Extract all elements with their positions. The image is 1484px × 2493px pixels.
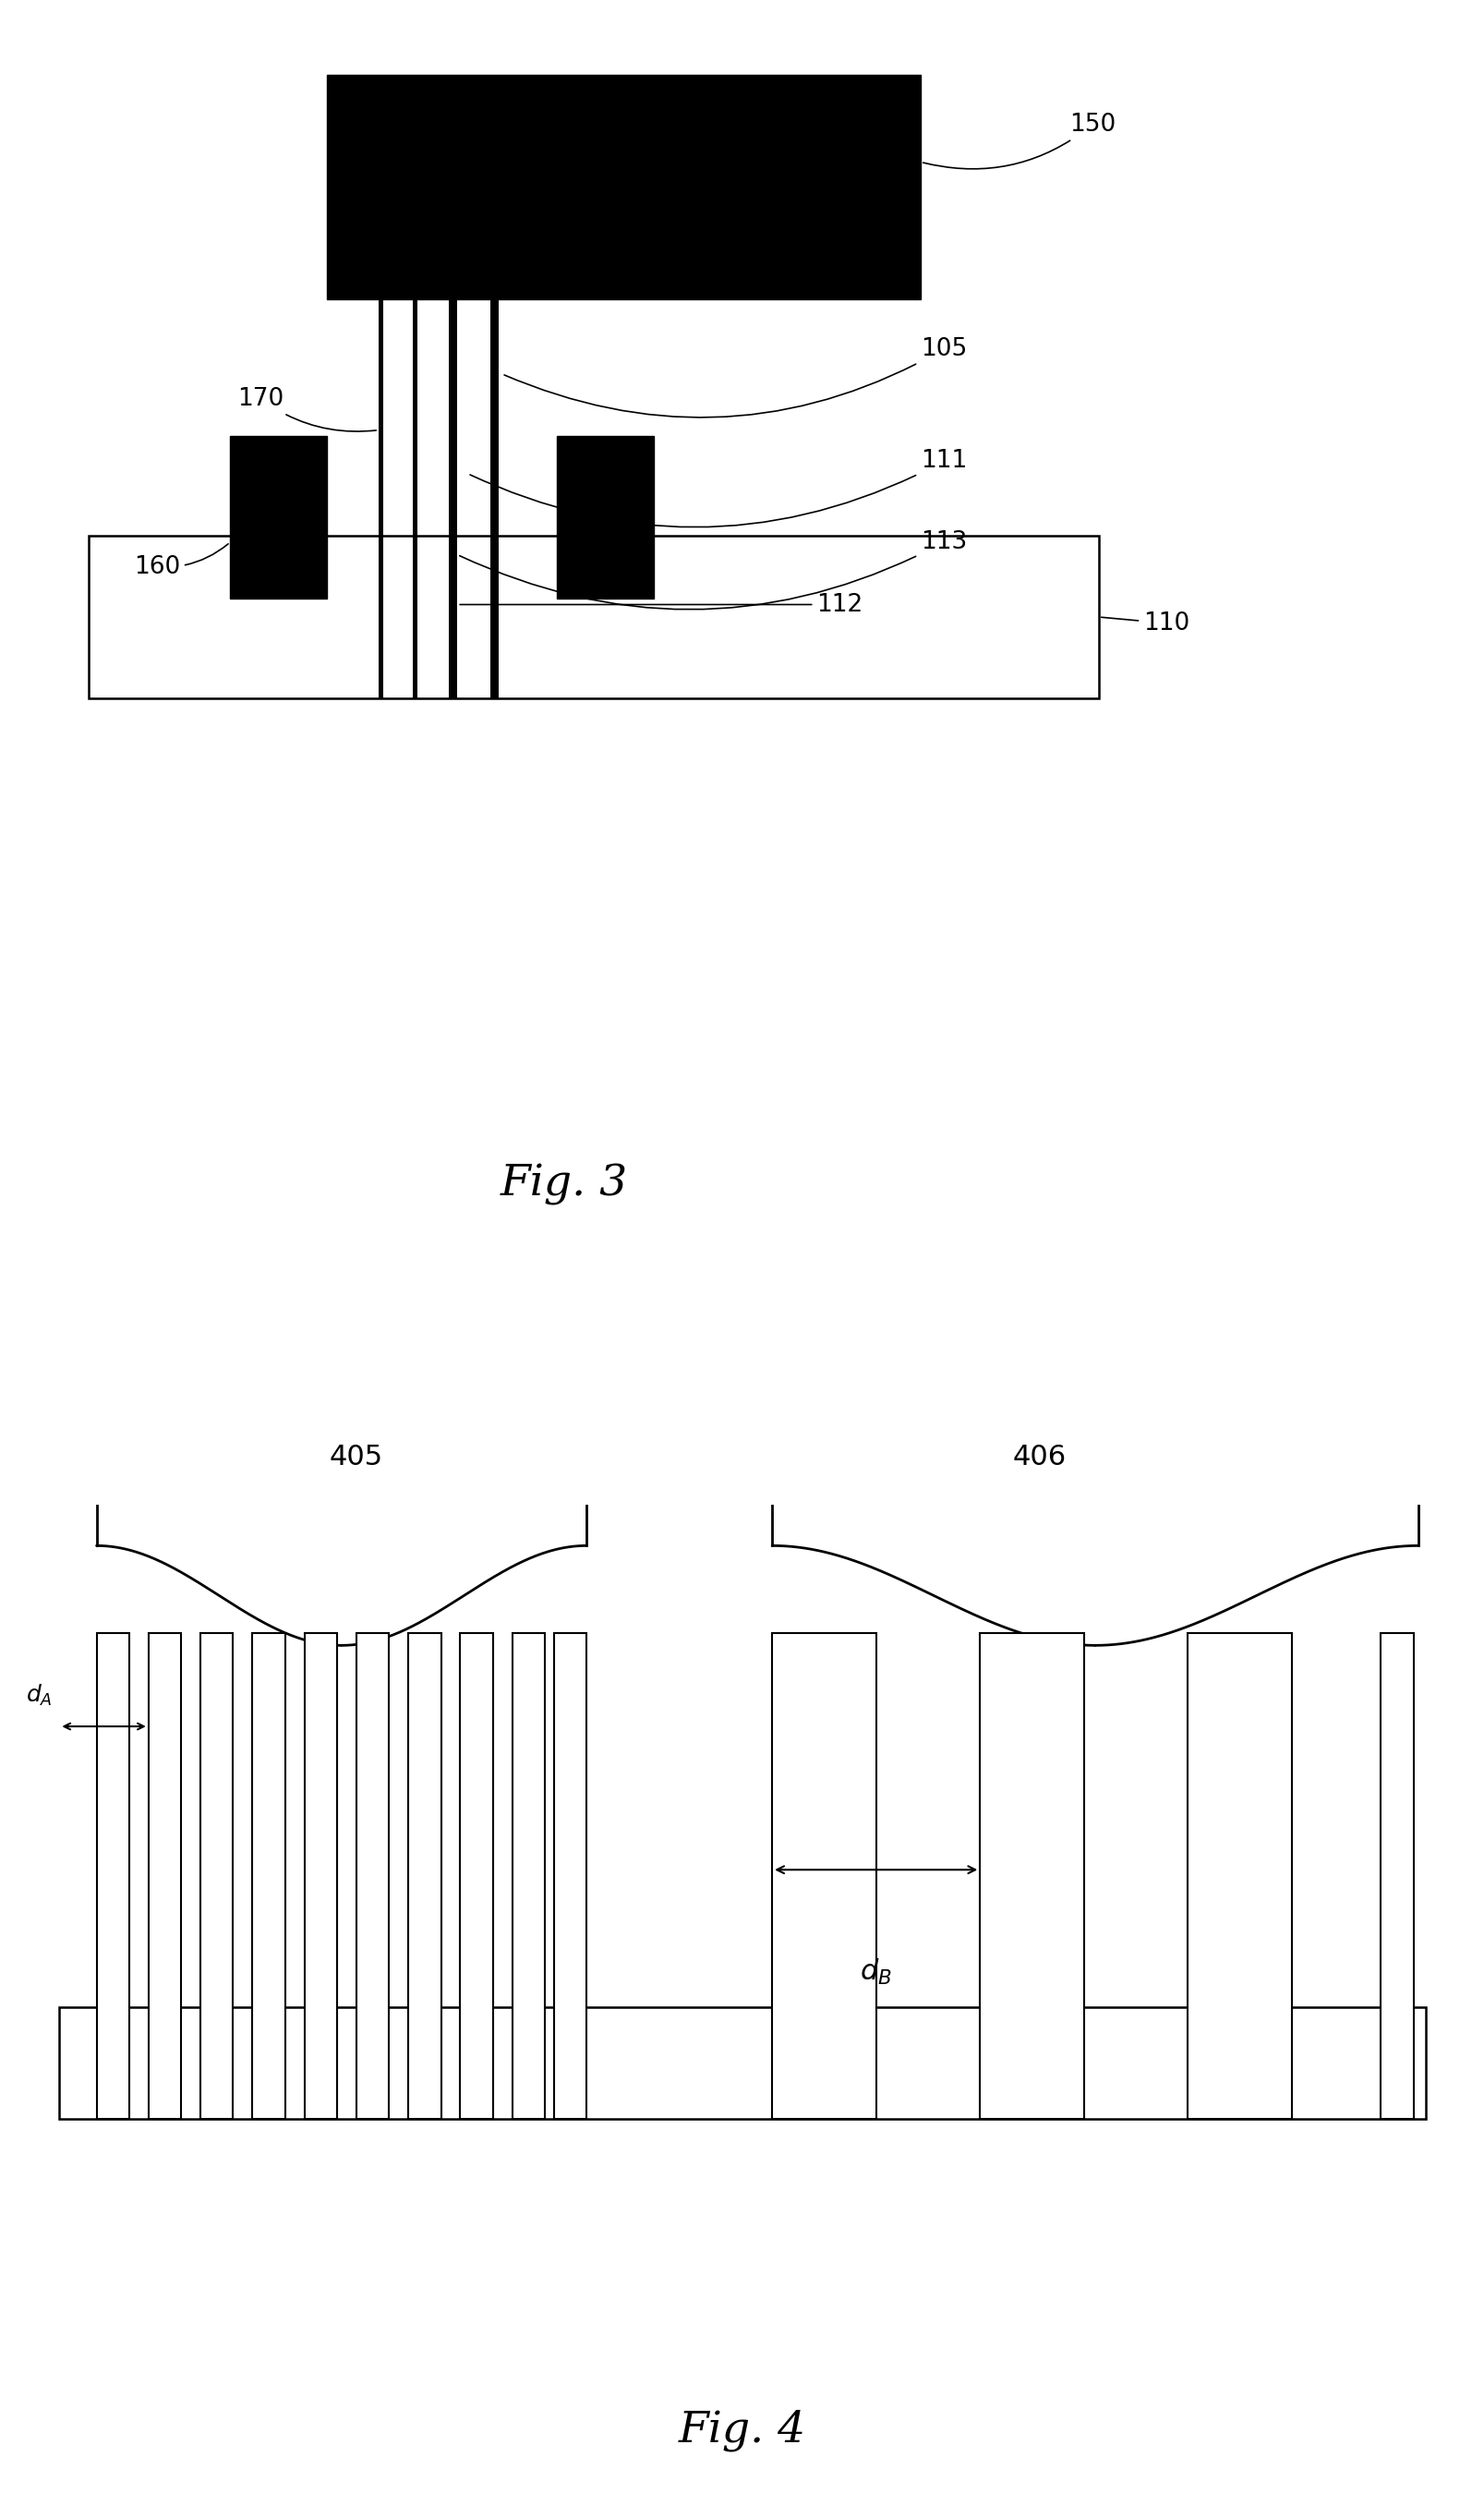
Bar [460,1633,493,2119]
Bar [979,1633,1083,2119]
Text: 160: 160 [134,543,229,578]
Text: Fig. 3: Fig. 3 [500,1164,628,1204]
Bar [89,536,1098,698]
Text: Fig. 4: Fig. 4 [678,2411,806,2451]
Bar [772,1633,876,2119]
Bar [230,436,326,598]
Text: 111: 111 [470,449,966,526]
Bar [252,1633,285,2119]
Bar [554,1633,586,2119]
Bar [148,1633,181,2119]
Bar [512,1633,545,2119]
Bar [326,75,920,299]
Bar [304,1633,337,2119]
Text: 105: 105 [505,337,966,416]
Text: 113: 113 [460,531,966,608]
Text: $d_A$: $d_A$ [25,1683,52,1708]
Bar [356,1633,389,2119]
Bar [413,75,417,698]
Bar [59,2007,1425,2119]
Bar [408,1633,441,2119]
Bar [378,75,383,698]
Bar [448,75,457,698]
Bar [556,436,653,598]
Bar [1187,1633,1291,2119]
Text: 406: 406 [1012,1443,1066,1471]
Bar [96,1633,129,2119]
Text: 405: 405 [329,1443,383,1471]
Text: 112: 112 [460,593,862,616]
Text: 150: 150 [923,112,1114,170]
Text: 170: 170 [237,386,375,431]
Bar [490,75,499,698]
Text: 110: 110 [1101,611,1189,636]
Bar [1380,1633,1413,2119]
Bar [200,1633,233,2119]
Text: $d_B$: $d_B$ [859,1957,892,1987]
